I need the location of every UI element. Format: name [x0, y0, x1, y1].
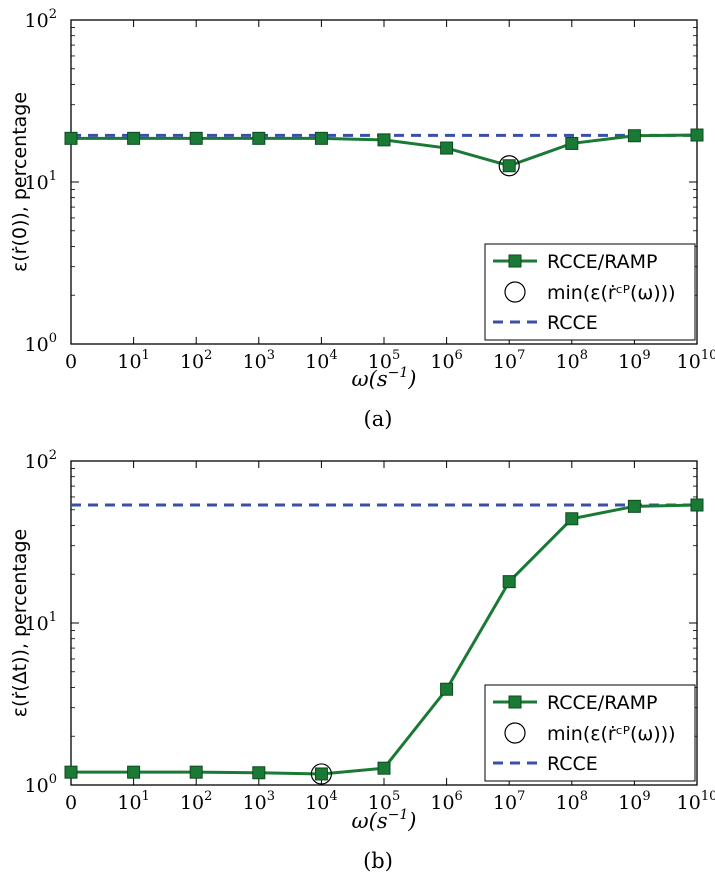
y-tick-label: 100 [25, 331, 57, 356]
ramp-point [377, 133, 391, 147]
panel-caption: (a) [364, 407, 393, 431]
x-axis-label: ω(s−1) [352, 365, 417, 391]
x-tick-label: 106 [430, 348, 462, 373]
x-tick-label: 107 [493, 789, 525, 814]
ramp-point [64, 131, 78, 145]
x-tick-label: 103 [243, 789, 275, 814]
y-tick-label: 100 [25, 772, 57, 797]
y-tick-label: 101 [25, 169, 57, 194]
ramp-point [502, 159, 516, 173]
x-tick-label: 0 [65, 792, 77, 814]
ramp-point [440, 682, 454, 696]
x-tick-label: 109 [618, 789, 650, 814]
x-tick-label: 0 [65, 351, 77, 373]
ramp-point [565, 136, 579, 150]
ramp-point [502, 575, 516, 589]
min-point [498, 155, 520, 177]
ramp-point [252, 131, 266, 145]
x-tick-label: 104 [305, 348, 337, 373]
legend-min-label: min(ε(ṙᶜᴾ(ω))) [547, 723, 676, 745]
ramp-point [127, 131, 141, 145]
x-tick-label: 101 [117, 348, 149, 373]
ramp-point [127, 765, 141, 779]
legend-ramp-marker [508, 695, 522, 709]
legend-ramp-label: RCCE/RAMP [547, 692, 657, 714]
x-tick-label: 101 [117, 789, 149, 814]
legend-ramp-marker [508, 254, 522, 268]
x-tick-label: 105 [368, 789, 400, 814]
y-axis-label: ε(ṙ(0)), percentage [9, 92, 31, 272]
x-tick-label: 1010 [677, 789, 715, 814]
x-tick-label: 103 [243, 348, 275, 373]
y-tick-label: 101 [25, 610, 57, 635]
legend: RCCE/RAMP min(ε(ṙᶜᴾ(ω))) RCCE [484, 243, 696, 341]
ramp-point [189, 131, 203, 145]
legend-rcce-label: RCCE [547, 312, 598, 334]
ramp-point [690, 498, 704, 512]
legend-ramp-label: RCCE/RAMP [547, 251, 657, 273]
ramp-point [565, 512, 579, 526]
x-tick-label: 108 [556, 348, 588, 373]
ramp-point [627, 499, 641, 513]
y-axis-label: ε(ṙ(Δt)), percentage [9, 529, 31, 717]
legend-min-marker [504, 722, 526, 744]
x-tick-label: 105 [368, 348, 400, 373]
ramp-point [314, 131, 328, 145]
x-axis-label: ω(s−1) [352, 807, 417, 833]
chart-panel-a: 0 101 102 103 104 105 106 107 108 109 1010 100 101 10… [9, 7, 715, 431]
ramp-point [252, 766, 266, 780]
min-point [310, 763, 332, 785]
ramp-point [440, 141, 454, 155]
legend-min-label: min(ε(ṙᶜᴾ(ω))) [547, 282, 676, 304]
ramp-point [189, 765, 203, 779]
ramp-point [627, 129, 641, 143]
chart-panel-b: 0 101 102 103 104 105 106 107 108 109 1010 100 101 10… [9, 448, 715, 873]
ramp-point [64, 765, 78, 779]
legend: RCCE/RAMP min(ε(ṙᶜᴾ(ω))) RCCE [484, 684, 696, 782]
legend-rcce-label: RCCE [547, 753, 598, 775]
y-tick-label: 102 [25, 7, 57, 32]
x-tick-label: 106 [430, 789, 462, 814]
ramp-point [690, 128, 704, 142]
panel-caption: (b) [363, 849, 393, 873]
x-tick-label: 104 [305, 789, 337, 814]
legend-min-marker [504, 281, 526, 303]
x-tick-label: 109 [618, 348, 650, 373]
x-tick-label: 102 [180, 789, 212, 814]
ramp-point [314, 767, 328, 781]
ramp-point [377, 761, 391, 775]
x-tick-label: 108 [556, 789, 588, 814]
x-tick-label: 107 [493, 348, 525, 373]
x-tick-label: 102 [180, 348, 212, 373]
x-tick-label: 1010 [677, 348, 715, 373]
y-tick-label: 102 [25, 448, 57, 473]
